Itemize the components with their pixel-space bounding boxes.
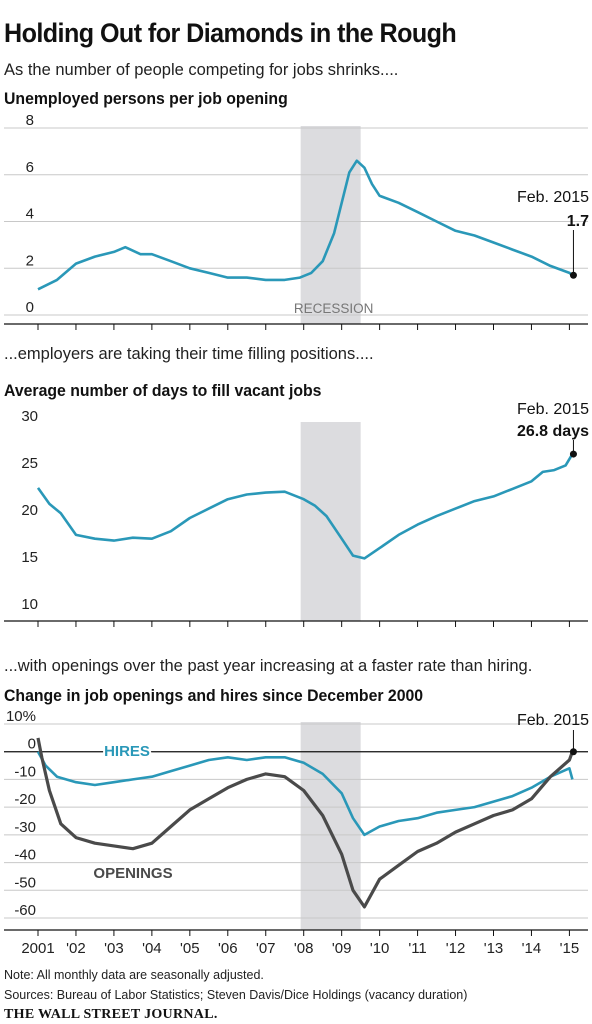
annotation-value: 1.7 [567,213,589,230]
annotation-dot [569,271,577,279]
annotation-date: Feb. 2015 [517,189,589,206]
y-tick-label: 10 [21,596,38,613]
chart-3-lead: ...with openings over the past year incr… [4,657,533,675]
annotation-date: Feb. 2015 [517,401,589,418]
sources-line: Sources: Bureau of Labor Statistics; Ste… [4,988,468,1002]
chart-days-to-fill: 10 15 20 25 30 Feb. 2015 26.8 days [4,401,589,627]
page-subtitle: As the number of people competing for jo… [4,61,399,79]
y-tick-label: 25 [21,455,38,472]
chart-2-heading: Average number of days to fill vacant jo… [4,381,322,400]
footnote: Note: All monthly data are seasonally ad… [4,968,264,982]
x-tick-label: '05 [180,940,200,957]
chart-2-lead: ...employers are taking their time filli… [4,345,374,363]
y-tick-label: -10 [14,763,36,780]
series-line [37,159,574,291]
y-tick-label: -50 [14,874,36,891]
y-tick-label: 6 [26,159,34,176]
x-tick-label: '10 [370,940,390,957]
annotation-dot [569,748,577,756]
publisher-logo: THE WALL STREET JOURNAL. [4,1007,218,1022]
x-tick-label: '12 [446,940,466,957]
x-tick-label: '03 [104,940,124,957]
y-tick-label: -60 [14,902,36,919]
x-tick-label: '11 [408,940,426,957]
x-tick-label: '14 [522,940,542,957]
chart-1-heading: Unemployed persons per job opening [4,89,288,108]
y-tick-label: 8 [26,112,34,129]
x-tick-label: '15 [560,940,580,957]
x-tick-label: '07 [256,940,276,957]
x-tick-label: '06 [218,940,238,957]
y-tick-label: -30 [14,819,36,836]
y-tick-label: 15 [21,549,38,566]
x-tick-label: '04 [142,940,162,957]
recession-band [300,126,361,324]
y-tick-label: 20 [21,502,38,519]
y-tick-label: 0 [26,299,34,316]
recession-label: RECESSION [294,301,374,316]
x-tick-label: 2001 [21,940,54,957]
chart-unemployed-per-opening: RECESSION 0 2 4 6 8 Feb. 2015 1.7 [4,112,589,330]
recession-band [300,722,361,930]
annotation-date: Feb. 2015 [517,712,589,729]
annotation-dot [569,450,577,458]
y-tick-label: 0 [28,736,36,753]
series-line-hires [36,751,574,837]
y-tick-label: 4 [26,206,34,223]
series-label-openings: OPENINGS [93,865,172,882]
y-tick-label: -20 [14,791,36,808]
x-tick-label: '09 [332,940,352,957]
x-tick-label: '02 [66,940,86,957]
x-tick-label: '13 [484,940,504,957]
x-tick-label: '08 [294,940,314,957]
y-tick-label: 2 [26,252,34,269]
series-label-hires: HIRES [104,743,150,760]
chart-openings-hires-change: 10% 0 -10 -20 -30 -40 -50 -60 2001 '02 '03 '04 '05 '0… [4,708,589,957]
series-line-openings [36,737,574,909]
y-tick-label: -40 [14,847,36,864]
chart-3-heading: Change in job openings and hires since D… [4,686,424,705]
y-tick-label: 30 [21,408,38,425]
page-title: Holding Out for Diamonds in the Rough [4,18,457,48]
annotation-value: 26.8 days [517,423,589,440]
y-tick-label: 10% [6,708,36,725]
series-line [36,453,574,560]
